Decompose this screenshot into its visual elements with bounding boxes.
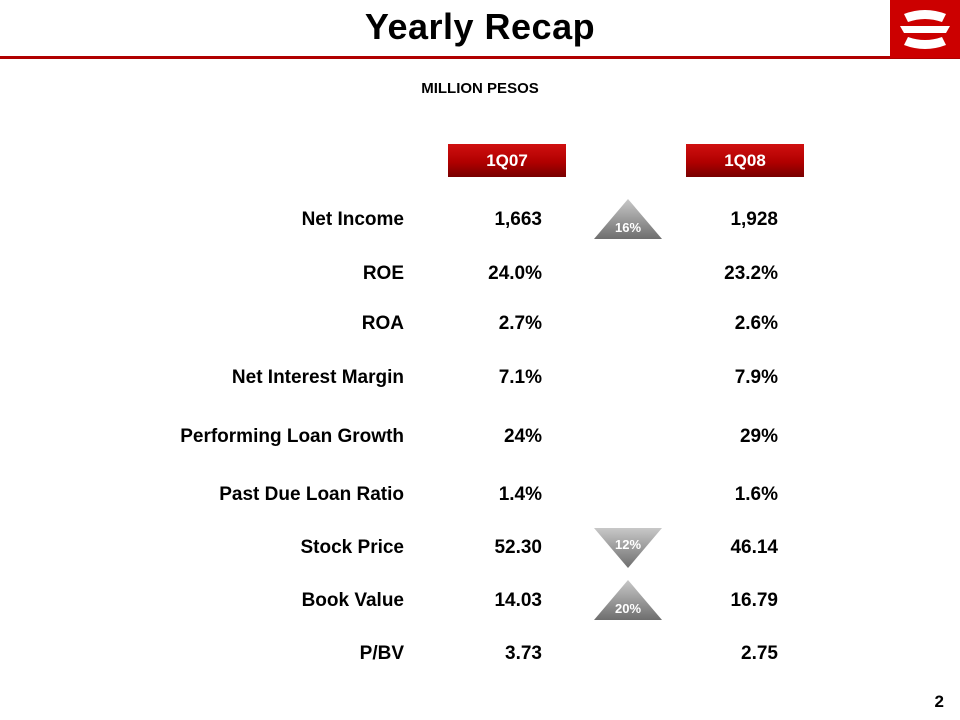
change-value: 16% <box>614 220 642 235</box>
value-1q07: 24% <box>503 426 542 447</box>
column-header-1q08: 1Q08 <box>686 144 804 177</box>
change-value: 12% <box>614 537 642 552</box>
value-1q08: 1.6% <box>734 484 778 505</box>
row-label: Performing Loan Growth <box>180 426 404 447</box>
row-label: Net Interest Margin <box>231 367 404 388</box>
value-1q07: 3.73 <box>505 643 542 664</box>
table-row: Net Income 1,663 1,928 <box>0 209 960 239</box>
value-1q08: 46.14 <box>730 537 778 558</box>
value-1q07: 1.4% <box>498 484 542 505</box>
value-1q08: 2.6% <box>734 313 778 334</box>
row-label: ROA <box>361 313 404 334</box>
table-row: ROA 2.7% 2.6% <box>0 313 960 343</box>
row-label: Past Due Loan Ratio <box>219 484 404 505</box>
value-1q07: 7.1% <box>498 367 542 388</box>
page-title: Yearly Recap <box>364 6 596 47</box>
units-subtitle: MILLION PESOS <box>421 80 539 97</box>
row-label: Book Value <box>301 590 404 611</box>
table-row: P/BV 3.73 2.75 <box>0 643 960 673</box>
value-1q07: 1,663 <box>494 209 542 230</box>
change-badge-book-value: 20% <box>588 580 668 622</box>
change-badge-stock-price: 12% <box>588 528 668 570</box>
bank-logo-icon <box>890 0 960 58</box>
table-row: Performing Loan Growth 24% 29% <box>0 426 960 456</box>
value-1q07: 52.30 <box>494 537 542 558</box>
page-number: 2 <box>934 692 944 711</box>
value-1q08: 23.2% <box>724 263 778 284</box>
table-row: Stock Price 52.30 46.14 <box>0 537 960 567</box>
row-label: ROE <box>362 263 404 284</box>
column-header-1q07: 1Q07 <box>448 144 566 177</box>
title-divider <box>0 56 960 59</box>
row-label: Stock Price <box>300 537 405 558</box>
value-1q08: 1,928 <box>730 209 778 230</box>
value-1q07: 24.0% <box>488 263 542 284</box>
table-row: Book Value 14.03 16.79 <box>0 590 960 620</box>
value-1q08: 2.75 <box>741 643 778 664</box>
value-1q07: 14.03 <box>494 590 542 611</box>
table-row: ROE 24.0% 23.2% <box>0 263 960 293</box>
value-1q08: 16.79 <box>730 590 778 611</box>
value-1q07: 2.7% <box>498 313 542 334</box>
change-badge-net-income: 16% <box>588 199 668 241</box>
table-row: Past Due Loan Ratio 1.4% 1.6% <box>0 484 960 514</box>
table-row: Net Interest Margin 7.1% 7.9% <box>0 367 960 397</box>
row-label: P/BV <box>359 643 404 664</box>
change-value: 20% <box>614 601 642 616</box>
value-1q08: 7.9% <box>734 367 778 388</box>
value-1q08: 29% <box>739 426 778 447</box>
row-label: Net Income <box>301 209 404 230</box>
